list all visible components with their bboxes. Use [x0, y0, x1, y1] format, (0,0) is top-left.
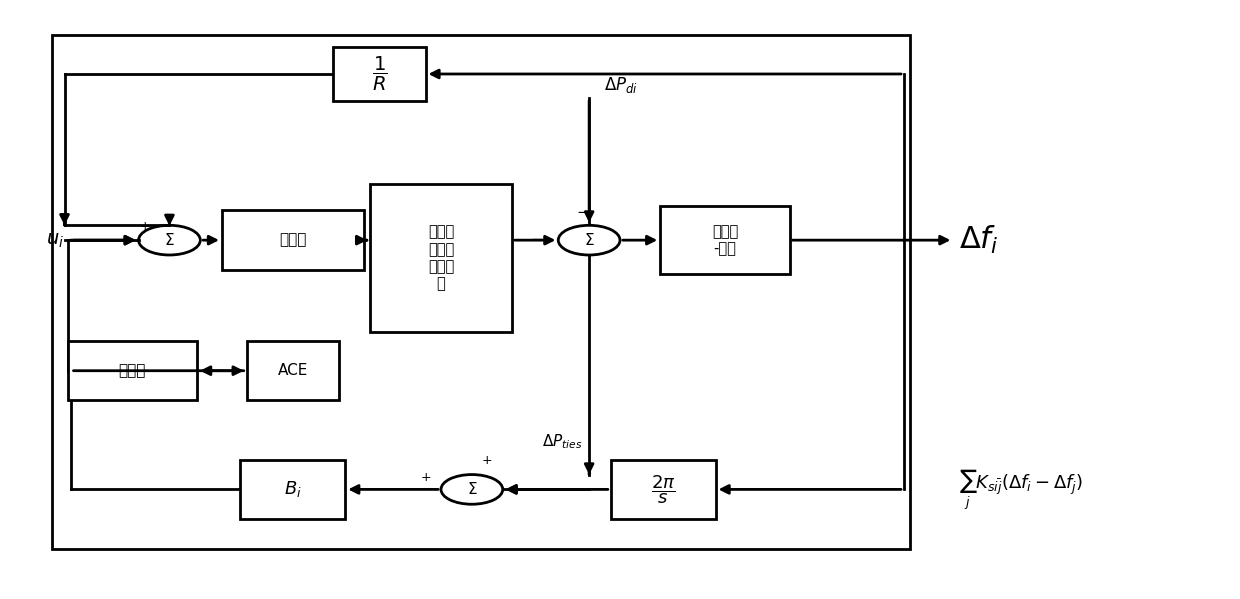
Text: $\Delta f_i$: $\Delta f_i$	[960, 224, 999, 256]
Text: $u_i$: $u_i$	[46, 231, 64, 250]
Bar	[52, 35, 910, 549]
Text: +: +	[420, 471, 430, 484]
Text: 控制器: 控制器	[119, 363, 146, 378]
Text: $\Delta P_{di}$: $\Delta P_{di}$	[604, 75, 637, 95]
Bar	[247, 341, 340, 400]
Text: 再热式
汽轮机
或水轮
机: 再热式 汽轮机 或水轮 机	[428, 225, 454, 292]
Bar	[222, 210, 363, 270]
Bar	[241, 459, 345, 519]
Text: $\Sigma$: $\Sigma$	[466, 482, 477, 497]
Text: 发电机
-负荷: 发电机 -负荷	[712, 224, 738, 256]
Text: $B_i$: $B_i$	[284, 479, 301, 500]
Text: $\sum_{j} K_{s\bar{ij}}(\Delta f_i - \Delta f_j)$: $\sum_{j} K_{s\bar{ij}}(\Delta f_i - \De…	[960, 467, 1084, 512]
Text: 调速器: 调速器	[279, 232, 306, 247]
Text: $\Delta P_{ties}$: $\Delta P_{ties}$	[542, 432, 583, 451]
Text: $-$: $-$	[577, 203, 589, 218]
Bar	[660, 206, 790, 274]
Bar	[611, 459, 715, 519]
Text: $-$: $-$	[529, 229, 543, 244]
Text: $\dfrac{1}{R}$: $\dfrac{1}{R}$	[372, 55, 387, 93]
Text: $\Sigma$: $\Sigma$	[164, 232, 175, 248]
Text: $\Sigma$: $\Sigma$	[584, 232, 594, 248]
Text: ACE: ACE	[278, 363, 308, 378]
Bar	[370, 184, 512, 332]
Bar	[68, 341, 197, 400]
Text: $\dfrac{2\pi}{s}$: $\dfrac{2\pi}{s}$	[651, 473, 676, 506]
Text: +: +	[482, 454, 492, 467]
Text: +: +	[139, 220, 150, 233]
Bar	[334, 47, 425, 101]
